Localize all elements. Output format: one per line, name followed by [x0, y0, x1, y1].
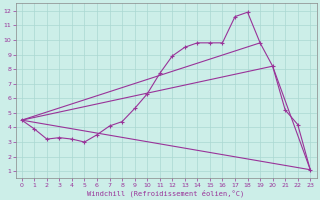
X-axis label: Windchill (Refroidissement éolien,°C): Windchill (Refroidissement éolien,°C) — [87, 189, 245, 197]
